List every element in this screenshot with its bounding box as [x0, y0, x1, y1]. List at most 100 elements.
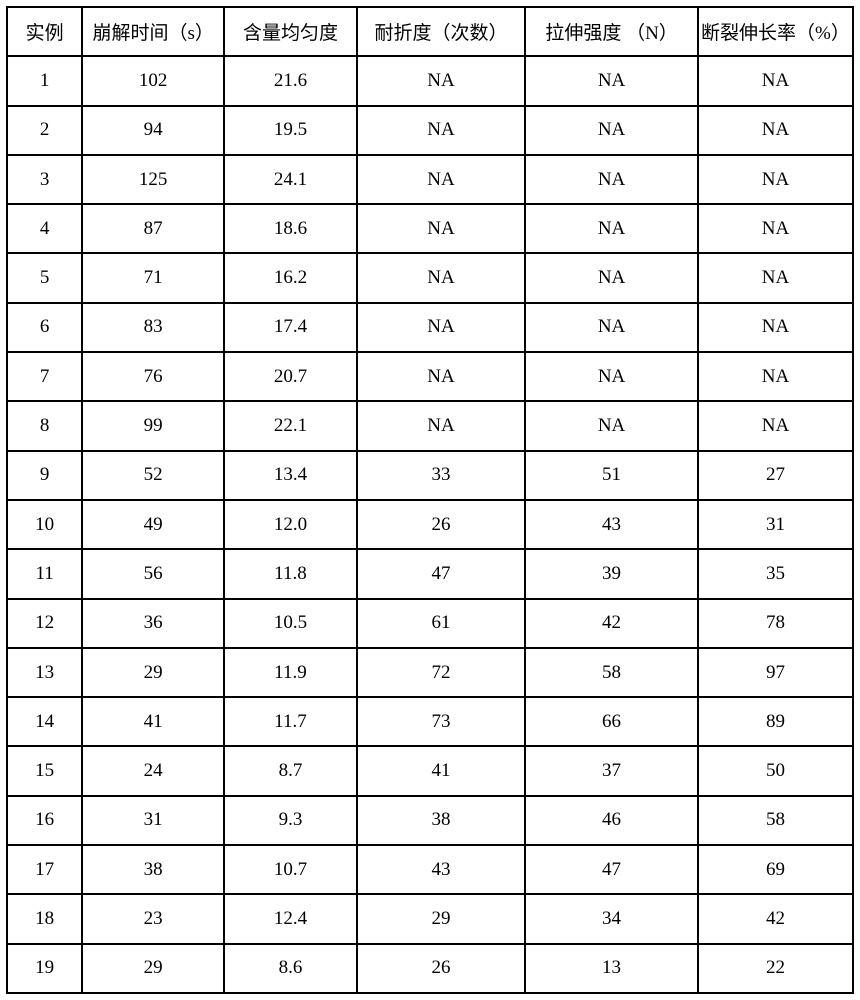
table-cell: 29 [357, 894, 525, 943]
table-cell: 72 [357, 648, 525, 697]
table-cell: 17.4 [224, 303, 357, 352]
table-row: 95213.4335127 [7, 451, 853, 500]
header-cell: 耐折度（次数） [357, 7, 525, 56]
table-cell: NA [525, 303, 698, 352]
table-cell: 42 [698, 894, 853, 943]
table-cell: 99 [82, 401, 224, 450]
table-cell: 38 [357, 796, 525, 845]
table-row: 144111.7736689 [7, 697, 853, 746]
table-cell: 15 [7, 746, 82, 795]
table-row: 29419.5NANANA [7, 106, 853, 155]
table-cell: 16 [7, 796, 82, 845]
table-cell: NA [525, 204, 698, 253]
table-cell: 97 [698, 648, 853, 697]
table-cell: 11 [7, 549, 82, 598]
table-row: 57116.2NANANA [7, 253, 853, 302]
table-cell: 5 [7, 253, 82, 302]
table-cell: 35 [698, 549, 853, 598]
table-cell: 76 [82, 352, 224, 401]
table-body: 110221.6NANANA29419.5NANANA312524.1NANAN… [7, 56, 853, 993]
table-cell: 50 [698, 746, 853, 795]
header-cell: 实例 [7, 7, 82, 56]
table-cell: 94 [82, 106, 224, 155]
header-cell: 拉伸强度 （N） [525, 7, 698, 56]
table-cell: 11.7 [224, 697, 357, 746]
table-cell: 9 [7, 451, 82, 500]
table-cell: NA [698, 352, 853, 401]
table-row: 15248.7413750 [7, 746, 853, 795]
table-cell: 41 [82, 697, 224, 746]
table-cell: 78 [698, 599, 853, 648]
table-cell: NA [525, 106, 698, 155]
table-cell: NA [357, 204, 525, 253]
table-cell: NA [698, 106, 853, 155]
table-cell: 23 [82, 894, 224, 943]
table-cell: 27 [698, 451, 853, 500]
table-cell: 1 [7, 56, 82, 105]
table-cell: NA [357, 253, 525, 302]
table-cell: 8 [7, 401, 82, 450]
header-cell: 断裂伸长率（%） [698, 7, 853, 56]
table-cell: 24 [82, 746, 224, 795]
table-row: 123610.5614278 [7, 599, 853, 648]
table-cell: 4 [7, 204, 82, 253]
table-cell: 36 [82, 599, 224, 648]
table-row: 312524.1NANANA [7, 155, 853, 204]
table-cell: 42 [525, 599, 698, 648]
table-cell: 49 [82, 500, 224, 549]
table-cell: NA [357, 303, 525, 352]
table-cell: 10 [7, 500, 82, 549]
header-cell: 崩解时间（s） [82, 7, 224, 56]
table-cell: NA [525, 56, 698, 105]
table-cell: 24.1 [224, 155, 357, 204]
table-row: 19298.6261322 [7, 944, 853, 993]
table-cell: 51 [525, 451, 698, 500]
data-table: 实例 崩解时间（s） 含量均匀度 耐折度（次数） 拉伸强度 （N） 断裂伸长率（… [6, 6, 854, 994]
table-cell: 29 [82, 944, 224, 993]
table-cell: 39 [525, 549, 698, 598]
table-cell: 16.2 [224, 253, 357, 302]
table-cell: 52 [82, 451, 224, 500]
table-cell: 73 [357, 697, 525, 746]
table-cell: 58 [525, 648, 698, 697]
table-cell: NA [357, 401, 525, 450]
table-cell: 22 [698, 944, 853, 993]
table-cell: 3 [7, 155, 82, 204]
table-cell: NA [525, 401, 698, 450]
table-cell: 89 [698, 697, 853, 746]
table-cell: 10.5 [224, 599, 357, 648]
table-cell: 34 [525, 894, 698, 943]
table-cell: 13 [7, 648, 82, 697]
table-cell: 43 [525, 500, 698, 549]
table-row: 16319.3384658 [7, 796, 853, 845]
table-row: 182312.4293442 [7, 894, 853, 943]
table-cell: NA [357, 352, 525, 401]
table-cell: 31 [698, 500, 853, 549]
table-cell: 46 [525, 796, 698, 845]
table-cell: 125 [82, 155, 224, 204]
table-cell: 58 [698, 796, 853, 845]
table-cell: 21.6 [224, 56, 357, 105]
header-cell: 含量均匀度 [224, 7, 357, 56]
table-cell: 83 [82, 303, 224, 352]
table-row: 104912.0264331 [7, 500, 853, 549]
table-cell: 12.4 [224, 894, 357, 943]
table-row: 132911.9725897 [7, 648, 853, 697]
table-cell: 18 [7, 894, 82, 943]
table-header: 实例 崩解时间（s） 含量均匀度 耐折度（次数） 拉伸强度 （N） 断裂伸长率（… [7, 7, 853, 56]
header-row: 实例 崩解时间（s） 含量均匀度 耐折度（次数） 拉伸强度 （N） 断裂伸长率（… [7, 7, 853, 56]
table-cell: 66 [525, 697, 698, 746]
table-cell: 11.9 [224, 648, 357, 697]
table-row: 68317.4NANANA [7, 303, 853, 352]
table-cell: 11.8 [224, 549, 357, 598]
table-cell: 38 [82, 845, 224, 894]
table-cell: 18.6 [224, 204, 357, 253]
table-cell: 61 [357, 599, 525, 648]
table-cell: 47 [525, 845, 698, 894]
table-cell: 69 [698, 845, 853, 894]
table-cell: NA [525, 352, 698, 401]
table-cell: 33 [357, 451, 525, 500]
table-cell: 10.7 [224, 845, 357, 894]
table-cell: 14 [7, 697, 82, 746]
table-cell: 87 [82, 204, 224, 253]
